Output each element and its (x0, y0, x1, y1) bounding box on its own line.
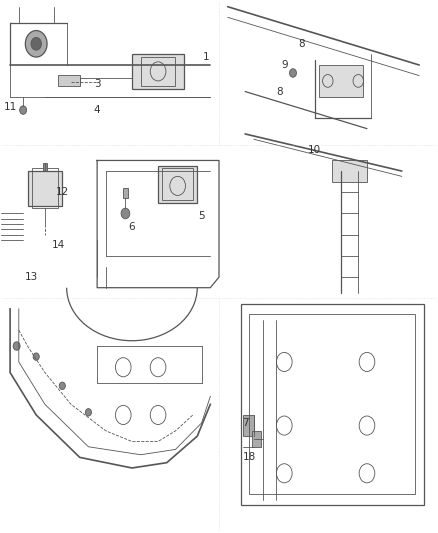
Text: 12: 12 (56, 187, 69, 197)
Text: 8: 8 (277, 86, 283, 96)
Bar (58, 75, 80, 86)
Text: 3: 3 (94, 78, 100, 88)
Circle shape (59, 382, 65, 390)
Bar (158, 166, 197, 203)
Text: 4: 4 (94, 105, 100, 115)
Circle shape (25, 30, 47, 57)
Bar (141, 57, 176, 86)
Bar (250, 314, 415, 495)
Bar (252, 431, 261, 447)
Bar (243, 415, 254, 436)
Circle shape (13, 342, 20, 350)
Bar (241, 304, 424, 505)
Circle shape (85, 409, 92, 416)
Text: 18: 18 (243, 453, 256, 463)
Bar (43, 163, 47, 171)
Circle shape (20, 106, 27, 114)
Text: 10: 10 (308, 145, 321, 155)
Bar (28, 171, 62, 206)
Text: 6: 6 (129, 222, 135, 232)
Text: 7: 7 (242, 418, 248, 428)
Text: 11: 11 (4, 102, 17, 112)
Bar (132, 54, 184, 89)
Text: 13: 13 (25, 272, 39, 282)
Text: 9: 9 (281, 60, 288, 70)
Text: 1: 1 (203, 52, 209, 62)
Text: 14: 14 (51, 240, 64, 251)
Circle shape (33, 353, 39, 360)
Bar (319, 65, 363, 97)
Circle shape (121, 208, 130, 219)
Text: 8: 8 (298, 39, 305, 49)
Bar (123, 188, 127, 198)
Circle shape (31, 37, 42, 50)
Bar (332, 160, 367, 182)
Text: 5: 5 (198, 211, 205, 221)
Bar (162, 168, 193, 200)
Circle shape (290, 69, 297, 77)
Bar (32, 168, 58, 208)
